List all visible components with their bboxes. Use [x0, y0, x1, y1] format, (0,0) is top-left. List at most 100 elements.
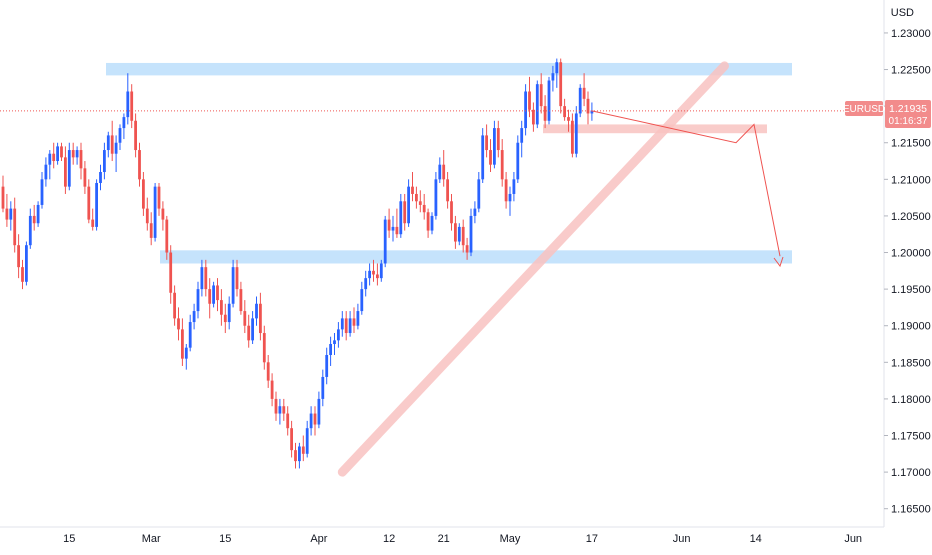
candle-body	[532, 109, 535, 125]
candle-body	[551, 73, 555, 81]
candle-body	[110, 135, 114, 154]
candle	[461, 219, 465, 253]
candle-body	[379, 263, 383, 279]
support-zone[interactable]	[160, 250, 792, 264]
candle	[103, 142, 106, 180]
candle	[465, 237, 469, 260]
candle	[32, 204, 36, 231]
candle-body	[489, 150, 492, 165]
candle-body	[122, 117, 126, 129]
candle-body	[422, 204, 426, 213]
countdown-label: 01:16:37	[889, 116, 928, 127]
candle-body	[282, 406, 286, 414]
candle	[161, 201, 165, 231]
candle	[329, 336, 332, 366]
projection-arrowhead	[773, 256, 784, 268]
candle	[262, 325, 266, 370]
candle-body	[138, 150, 141, 180]
candle-body	[411, 186, 414, 194]
candle	[67, 142, 71, 191]
candle	[551, 65, 555, 92]
candle	[5, 193, 9, 227]
candle	[208, 278, 212, 319]
candle-body	[559, 62, 563, 107]
candle	[325, 347, 329, 385]
candle	[192, 303, 196, 330]
y-tick-label: 1.22500	[891, 65, 931, 77]
candle	[352, 307, 356, 334]
candle	[87, 179, 91, 224]
x-tick-label: Jun	[673, 533, 691, 545]
y-tick-label: 1.19000	[891, 321, 931, 333]
candle-body	[192, 311, 196, 323]
candle-body	[477, 179, 481, 209]
candle-body	[407, 186, 410, 224]
candle	[563, 98, 566, 121]
candle	[270, 373, 274, 407]
x-tick-label: 15	[63, 533, 75, 545]
candle-body	[157, 186, 161, 209]
candle-body	[60, 146, 63, 158]
candle-body	[5, 208, 9, 220]
candle	[399, 193, 403, 238]
candle-body	[457, 226, 461, 242]
candle	[290, 420, 293, 458]
candle-body	[582, 87, 586, 99]
candle-body	[270, 380, 274, 399]
candle-body	[442, 164, 446, 180]
candle	[48, 150, 52, 180]
candle	[301, 435, 305, 462]
candle-body	[9, 208, 13, 220]
candle-body	[87, 186, 91, 220]
candle-body	[25, 245, 28, 282]
candle-body	[500, 150, 504, 180]
candle-body	[294, 450, 297, 462]
candle	[266, 354, 270, 388]
currency-label: USD	[891, 7, 914, 19]
candle-body	[32, 215, 36, 224]
candle	[110, 120, 114, 162]
candle-body	[161, 208, 165, 220]
candle	[243, 300, 247, 334]
candle-body	[79, 150, 83, 169]
candle	[184, 344, 188, 370]
candle	[130, 84, 134, 129]
trendline[interactable]	[337, 61, 729, 477]
candle	[535, 80, 539, 129]
y-tick-label: 1.21500	[891, 138, 931, 150]
candle-body	[325, 354, 329, 377]
x-tick-label: May	[500, 533, 521, 545]
candle-body	[508, 193, 512, 202]
candle	[231, 259, 235, 308]
candle-body	[91, 219, 95, 227]
candle	[79, 142, 83, 180]
candle-body	[216, 285, 219, 301]
candle-body	[165, 219, 169, 253]
candle	[118, 124, 122, 151]
candle-body	[450, 201, 453, 224]
candle-body	[204, 267, 208, 290]
candle	[83, 161, 87, 194]
candle	[376, 263, 379, 286]
candle-body	[567, 117, 570, 121]
candle	[134, 113, 137, 158]
candle-body	[262, 333, 266, 363]
candle	[52, 142, 56, 169]
candle	[559, 58, 563, 114]
candle-body	[235, 267, 239, 290]
candle-body	[103, 150, 106, 173]
candle	[516, 135, 520, 183]
candle	[344, 311, 348, 341]
resistance-zone[interactable]	[106, 62, 792, 76]
candle-body	[395, 226, 399, 235]
retest-zone[interactable]	[543, 124, 767, 134]
candle	[415, 186, 418, 209]
candle	[391, 215, 395, 242]
candle	[543, 95, 547, 129]
candle	[169, 245, 173, 304]
projection-path[interactable]	[591, 110, 781, 257]
candle-body	[399, 201, 403, 235]
candle-body	[528, 91, 531, 110]
